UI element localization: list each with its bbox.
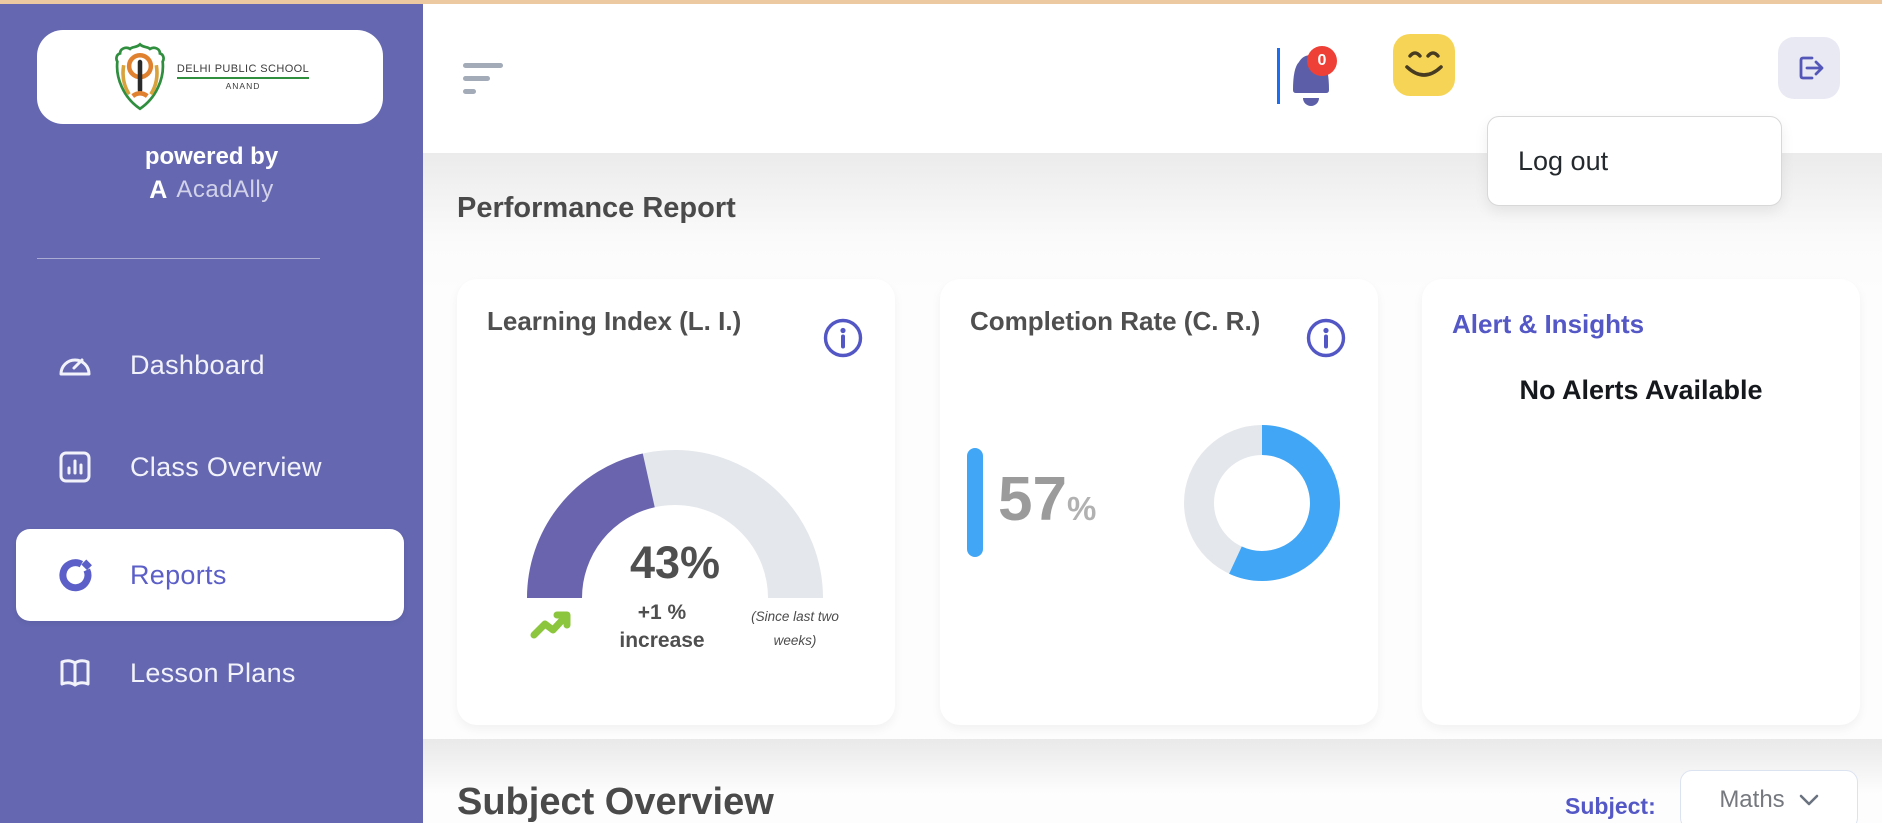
chevron-down-icon — [1799, 794, 1818, 806]
acadally-logo-icon: A — [149, 175, 168, 204]
menu-toggle-icon[interactable] — [463, 61, 507, 97]
gauge-icon — [57, 347, 93, 383]
info-icon[interactable] — [1305, 317, 1347, 359]
trending-up-icon — [530, 611, 571, 639]
sidebar-item-lesson-plans[interactable]: Lesson Plans — [16, 627, 404, 719]
powered-by-label: powered by — [144, 143, 279, 170]
subject-selected-value: Maths — [1719, 786, 1785, 813]
school-logo-card: DELHI PUBLIC SCHOOL ANAND — [37, 30, 383, 124]
completion-rate-donut — [1184, 425, 1340, 581]
sidebar-item-label: Lesson Plans — [130, 657, 296, 688]
sidebar-item-reports[interactable]: Reports — [16, 529, 404, 621]
completion-rate-value: 57% — [998, 465, 1097, 534]
top-accent-strip — [0, 0, 1882, 4]
completion-rate-card: Completion Rate (C. R.) 57% — [940, 279, 1378, 725]
open-book-icon — [57, 655, 93, 691]
smiley-face-icon — [1405, 51, 1443, 77]
logout-button[interactable] — [1778, 37, 1840, 99]
logout-icon — [1799, 56, 1824, 80]
card-title: Learning Index (L. I.) — [487, 306, 742, 336]
subject-select[interactable]: Maths — [1680, 770, 1858, 823]
brand-row: A AcadAlly — [0, 176, 423, 204]
alerts-title: Alert & Insights — [1452, 309, 1645, 339]
card-title: Completion Rate (C. R.) — [970, 306, 1261, 336]
learning-index-card: Learning Index (L. I.) 43% +1 % increase… — [457, 279, 895, 725]
value-accent-bar — [967, 448, 983, 557]
school-crest-icon — [114, 42, 165, 111]
school-branch: ANAND — [225, 81, 261, 91]
subject-overview-section-bg — [423, 739, 1882, 823]
logout-dropdown: Log out — [1487, 116, 1782, 206]
subject-overview-title: Subject Overview — [457, 781, 774, 823]
alerts-card: Alert & Insights No Alerts Available — [1422, 279, 1860, 725]
sidebar-divider — [37, 258, 320, 259]
subject-label: Subject: — [1565, 793, 1656, 819]
logout-menu-item[interactable]: Log out — [1518, 145, 1609, 176]
notifications-button[interactable]: 0 — [1285, 44, 1347, 108]
sidebar: DELHI PUBLIC SCHOOL ANAND powered by A A… — [0, 4, 423, 823]
text-cursor-divider — [1277, 48, 1280, 104]
sidebar-item-dashboard[interactable]: Dashboard — [16, 319, 404, 411]
info-icon[interactable] — [822, 317, 864, 359]
notification-count-badge: 0 — [1307, 46, 1337, 76]
brand-name: AcadAlly — [176, 176, 274, 203]
user-avatar[interactable] — [1393, 34, 1455, 96]
change-period-note: (Since last two weeks) — [751, 609, 839, 648]
learning-index-gauge — [527, 450, 823, 599]
sidebar-item-label: Dashboard — [130, 349, 265, 380]
learning-index-value: 43% — [629, 537, 721, 588]
change-text: +1 % increase — [619, 601, 705, 652]
donut-chart-icon — [57, 557, 93, 593]
school-name: DELHI PUBLIC SCHOOL — [176, 63, 310, 79]
completion-donut-fill — [1184, 425, 1340, 581]
sidebar-item-class-overview[interactable]: Class Overview — [16, 421, 404, 513]
sidebar-item-label: Reports — [130, 559, 227, 590]
bar-chart-icon — [57, 449, 93, 485]
learning-gauge-fill — [527, 450, 823, 599]
page-title: Performance Report — [457, 192, 736, 224]
sidebar-item-label: Class Overview — [130, 451, 322, 482]
alerts-empty-text: No Alerts Available — [1519, 375, 1763, 405]
